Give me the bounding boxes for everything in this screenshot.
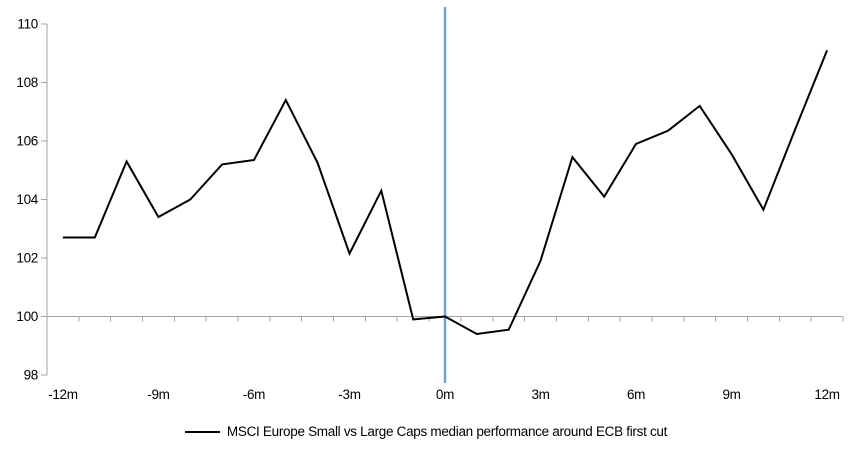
x-tick-label: 12m [814, 387, 839, 402]
x-tick-label: -9m [147, 387, 169, 402]
x-tick-label: 0m [436, 387, 454, 402]
y-tick-label: 108 [16, 75, 38, 90]
y-tick-label: 104 [16, 192, 38, 207]
series-line [62, 49, 829, 336]
legend: MSCI Europe Small vs Large Caps median p… [0, 424, 852, 439]
x-tick-label: 9m [722, 387, 740, 402]
x-tick-label: -12m [48, 387, 78, 402]
y-tick-label: 102 [16, 251, 38, 266]
legend-label: MSCI Europe Small vs Large Caps median p… [226, 424, 668, 439]
x-tick-label: 3m [531, 387, 549, 402]
x-tick-label: 6m [627, 387, 645, 402]
y-tick-label: 106 [16, 134, 38, 149]
y-tick-label: 110 [17, 17, 38, 32]
y-tick-label: 98 [24, 368, 38, 383]
x-tick-label: -6m [243, 387, 265, 402]
line-chart-canvas: 98 100 102 104 106 108 110 -12m -9m -6m -3m 0m 3m 6m 9… [16, 7, 844, 402]
y-tick-label: 100 [16, 309, 38, 324]
legend-line-sample-icon [184, 430, 220, 433]
x-tick-label: -3m [338, 387, 360, 402]
